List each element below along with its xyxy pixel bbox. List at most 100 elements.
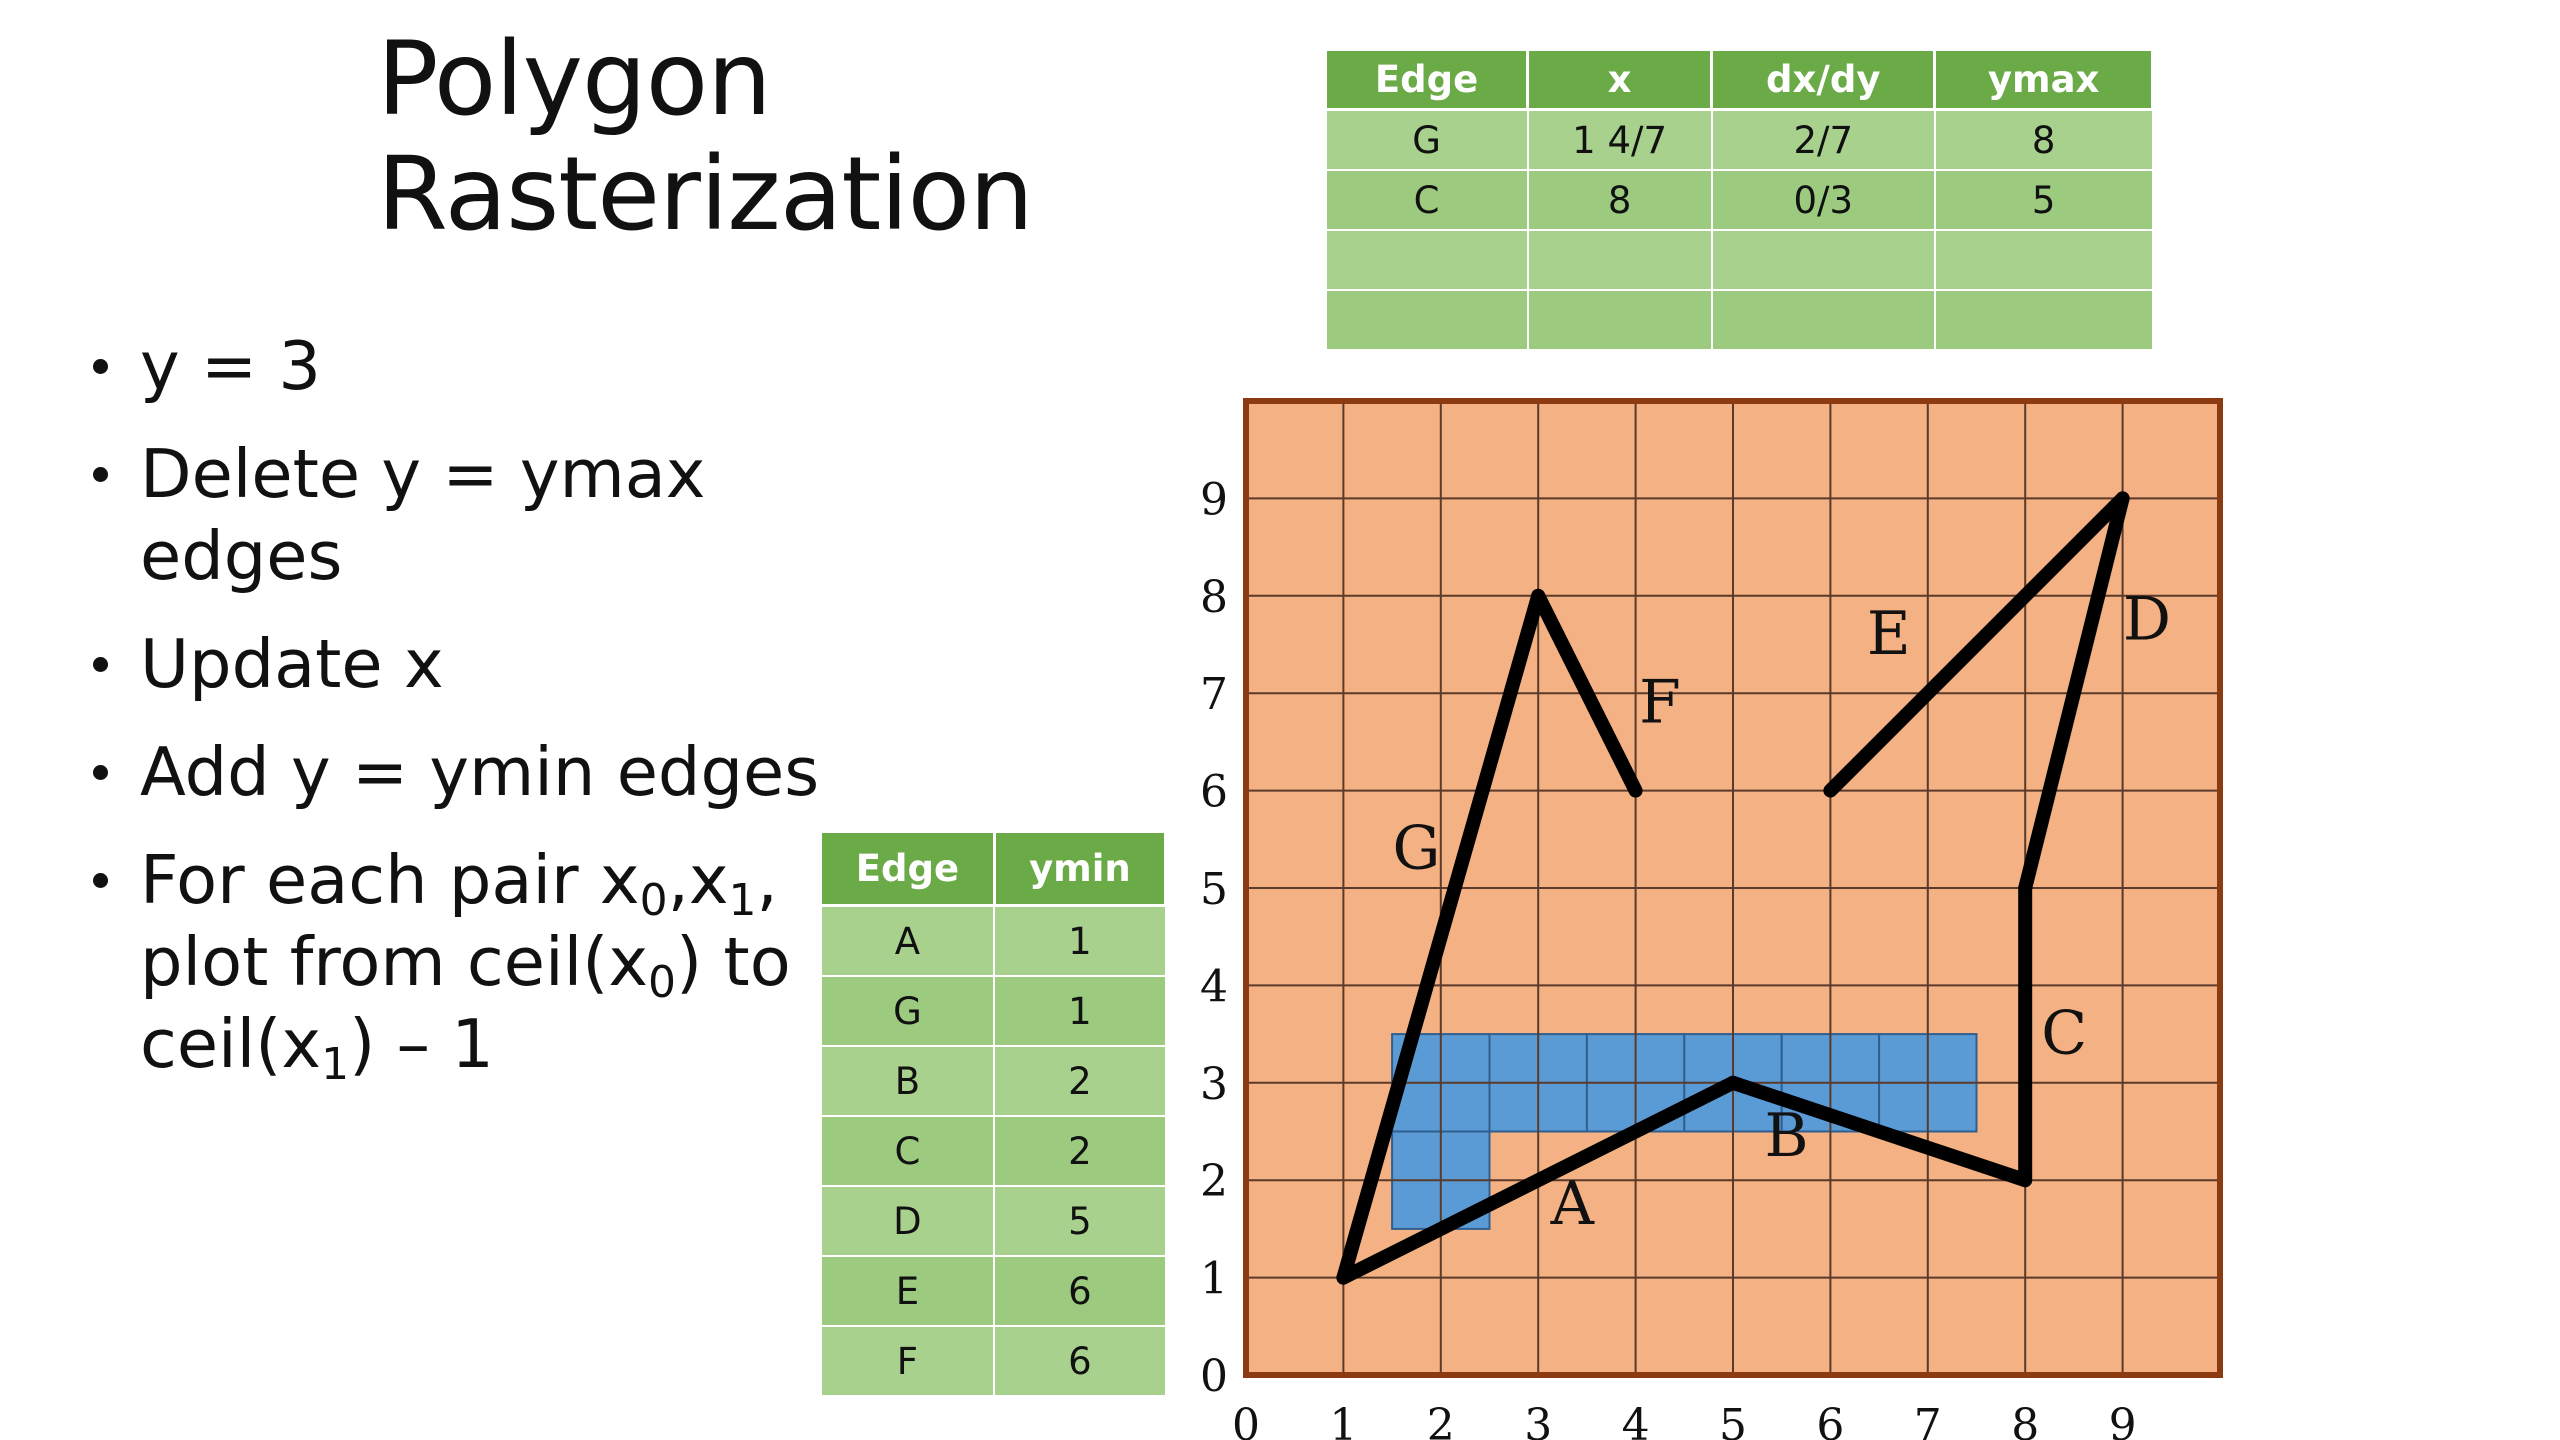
x-tick-label: 6 (1816, 1400, 1844, 1440)
bullet-item: y = 3 (88, 325, 828, 407)
table-cell: 5 (1933, 169, 2154, 231)
bullet-text: Add y = ymin edges (140, 733, 820, 811)
table-cell: 2 (993, 1115, 1167, 1187)
x-tick-label: 4 (1622, 1400, 1650, 1440)
table-row: C 8 0/3 5 (1324, 169, 2154, 231)
table-cell (1324, 289, 1529, 351)
x-tick-label: 1 (1329, 1400, 1357, 1440)
y-tick-label: 9 (1200, 474, 1228, 525)
x-tick-label: 2 (1427, 1400, 1455, 1440)
table-cell: A (819, 904, 996, 977)
y-tick-label: 3 (1200, 1059, 1228, 1110)
table-cell: 1 (993, 975, 1167, 1047)
table-cell: B (819, 1045, 996, 1117)
column-header: Edge (1323, 48, 1530, 111)
subscript: 0 (639, 875, 668, 926)
bullet-item: Update x (88, 623, 828, 705)
table-cell (1526, 229, 1713, 291)
table-cell: 6 (993, 1325, 1167, 1397)
edge-label-b: B (1765, 1101, 1809, 1171)
polygon-edge-a (1336, 1075, 1740, 1285)
table-cell: 0/3 (1710, 169, 1936, 231)
table-header-row: Edge ymin (819, 830, 1168, 907)
table-cell: 8 (1933, 108, 2154, 171)
table-row (1324, 229, 2154, 291)
x-tick-label: 9 (2109, 1400, 2137, 1440)
table-cell: 2 (993, 1045, 1167, 1117)
table-cell (1933, 289, 2154, 351)
edge-label-c: C (2041, 999, 2087, 1069)
edge-label-d: D (2123, 585, 2171, 655)
table-row (1324, 289, 2154, 351)
bullet-item: Add y = ymin edges (88, 731, 828, 813)
column-header: ymin (992, 830, 1168, 907)
bullet-text: y = 3 (140, 327, 322, 405)
edge-label-a: A (1550, 1169, 1595, 1239)
bullet-text: ,x (667, 841, 729, 919)
edge-label-e: E (1867, 599, 1911, 669)
y-tick-label: 4 (1200, 961, 1228, 1012)
table-cell (1324, 229, 1529, 291)
table-cell (1710, 289, 1936, 351)
y-tick-label: 2 (1200, 1156, 1228, 1207)
table-cell: 8 (1526, 169, 1713, 231)
column-header: dx/dy (1710, 48, 1937, 111)
subscript: 0 (648, 957, 676, 1008)
bullet-text: For each pair x (140, 841, 640, 919)
edge-label-g: G (1392, 814, 1440, 884)
column-header: x (1526, 48, 1714, 111)
table-cell: 1 4/7 (1526, 108, 1713, 171)
x-tick-label: 8 (2011, 1400, 2039, 1440)
table-cell: 1 (993, 904, 1167, 977)
x-tick-label: 5 (1719, 1400, 1747, 1440)
x-tick-label: 7 (1914, 1400, 1942, 1440)
bullet-text: , plot from ceil(x (140, 841, 778, 1001)
polygon-edge-f (1531, 588, 1643, 798)
table-cell: E (819, 1255, 996, 1327)
table-cell (1710, 229, 1936, 291)
polygon-edge-b (1726, 1075, 2033, 1188)
bullet-item: Delete y = ymax edges (88, 433, 828, 597)
bullet-text: Update x (140, 625, 444, 703)
y-tick-label: 6 (1200, 767, 1228, 818)
bullet-text: Delete y = ymax edges (140, 435, 706, 595)
table-cell: 5 (993, 1185, 1167, 1257)
bullet-text: ) to ceil(x (140, 923, 791, 1083)
y-tick-label: 5 (1200, 864, 1228, 915)
polygon-edge-g (1336, 588, 1546, 1285)
subscript: 1 (728, 875, 757, 926)
grid-frame (1243, 398, 2223, 1378)
active-edge-table: Edge x dx/dy ymax G 1 4/7 2/7 8 C 8 0/3 … (1323, 48, 2154, 351)
table-cell: G (819, 975, 996, 1047)
x-tick-label: 3 (1524, 1400, 1552, 1440)
table-cell (1933, 229, 2154, 291)
polygon-edge-d (2018, 491, 2130, 895)
y-tick-label: 7 (1200, 669, 1228, 720)
bullet-text: ) – 1 (349, 1005, 494, 1083)
table-cell: C (819, 1115, 996, 1187)
column-header: ymax (1933, 48, 2154, 111)
polygon-edge-e (1823, 491, 2130, 798)
table-cell: 2/7 (1710, 108, 1936, 171)
subscript: 1 (321, 1039, 350, 1090)
table-cell: 6 (993, 1255, 1167, 1327)
table-cell: F (819, 1325, 996, 1397)
table-row: G 1 4/7 2/7 8 (1324, 108, 2154, 171)
slide-title: Polygon Rasterization (377, 22, 1034, 252)
bullet-item: For each pair x0,x1, plot from ceil(x0) … (88, 839, 828, 1087)
y-tick-label: 0 (1200, 1351, 1228, 1402)
edge-label-f: F (1639, 667, 1681, 737)
column-header: Edge (819, 830, 996, 907)
table-cell (1526, 289, 1713, 351)
table-cell: C (1324, 169, 1529, 231)
x-tick-label: 0 (1232, 1400, 1260, 1440)
table-header-row: Edge x dx/dy ymax (1323, 48, 2154, 111)
